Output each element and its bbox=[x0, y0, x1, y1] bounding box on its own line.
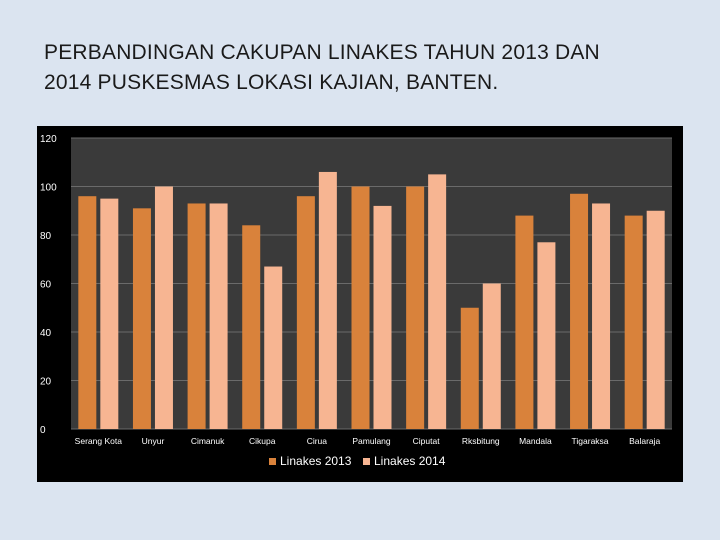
bar-2013 bbox=[132, 208, 151, 429]
bar-2013 bbox=[515, 215, 534, 429]
bar-2014 bbox=[428, 174, 447, 429]
bar-2014 bbox=[646, 210, 665, 429]
bar-2013 bbox=[187, 203, 206, 429]
bar-2013 bbox=[296, 196, 315, 429]
y-tick-label: 120 bbox=[40, 134, 57, 145]
x-category-label: Serang Kota bbox=[75, 436, 123, 446]
bar-2013 bbox=[78, 196, 97, 429]
x-category-label: Cirua bbox=[307, 436, 328, 446]
y-tick-label: 40 bbox=[40, 328, 52, 339]
x-category-label: Unyur bbox=[142, 436, 165, 446]
chart-bars bbox=[78, 171, 665, 429]
slide-title: PERBANDINGAN CAKUPAN LINAKES TAHUN 2013 … bbox=[44, 38, 694, 98]
bar-2014 bbox=[264, 266, 283, 429]
slide-title-line-2: 2014 PUSKESMAS LOKASI KAJIAN, BANTEN. bbox=[44, 71, 499, 94]
bar-2014 bbox=[482, 283, 501, 429]
y-tick-label: 20 bbox=[40, 377, 52, 388]
bar-2014 bbox=[100, 198, 119, 429]
x-category-label: Cikupa bbox=[249, 436, 276, 446]
chart-legend: Linakes 2013 Linakes 2014 bbox=[269, 454, 446, 468]
bar-2013 bbox=[460, 307, 479, 429]
bar-2013 bbox=[406, 186, 425, 429]
x-category-label: Ciputat bbox=[413, 436, 441, 446]
slide-title-line-1: PERBANDINGAN CAKUPAN LINAKES TAHUN 2013 … bbox=[44, 41, 600, 64]
bar-2013 bbox=[351, 186, 370, 429]
y-tick-label: 0 bbox=[40, 425, 46, 436]
x-category-label: Pamulang bbox=[352, 436, 391, 446]
x-category-label: Balaraja bbox=[629, 436, 660, 446]
bar-2013 bbox=[570, 193, 589, 429]
bar-2014 bbox=[209, 203, 228, 429]
x-category-label: Cimanuk bbox=[191, 436, 225, 446]
x-category-label: Rksbitung bbox=[462, 436, 500, 446]
chart-x-axis: Serang Kota Unyur Cimanuk Cikupa Cirua Pamula… bbox=[75, 436, 661, 446]
bar-2013 bbox=[624, 215, 643, 429]
bar-2014 bbox=[537, 242, 556, 429]
legend-swatch bbox=[269, 458, 276, 465]
bar-2014 bbox=[373, 205, 392, 429]
y-tick-label: 60 bbox=[40, 280, 52, 291]
bar-2013 bbox=[242, 225, 261, 429]
legend-swatch bbox=[363, 458, 370, 465]
bar-2014 bbox=[154, 186, 173, 429]
legend-label: Linakes 2013 bbox=[280, 454, 352, 468]
x-category-label: Tigaraksa bbox=[572, 436, 609, 446]
y-tick-label: 80 bbox=[40, 231, 52, 242]
y-tick-label: 100 bbox=[40, 183, 57, 194]
bar-2014 bbox=[318, 171, 337, 429]
bar-2014 bbox=[592, 203, 611, 429]
x-category-label: Mandala bbox=[519, 436, 552, 446]
chart-panel: 0 20 40 60 80 100 120 Serang Kota Unyur Cimanuk C… bbox=[37, 126, 683, 482]
legend-label: Linakes 2014 bbox=[374, 454, 446, 468]
chart-y-axis: 0 20 40 60 80 100 120 bbox=[40, 134, 57, 436]
bar-chart: 0 20 40 60 80 100 120 Serang Kota Unyur Cimanuk C… bbox=[40, 134, 672, 468]
